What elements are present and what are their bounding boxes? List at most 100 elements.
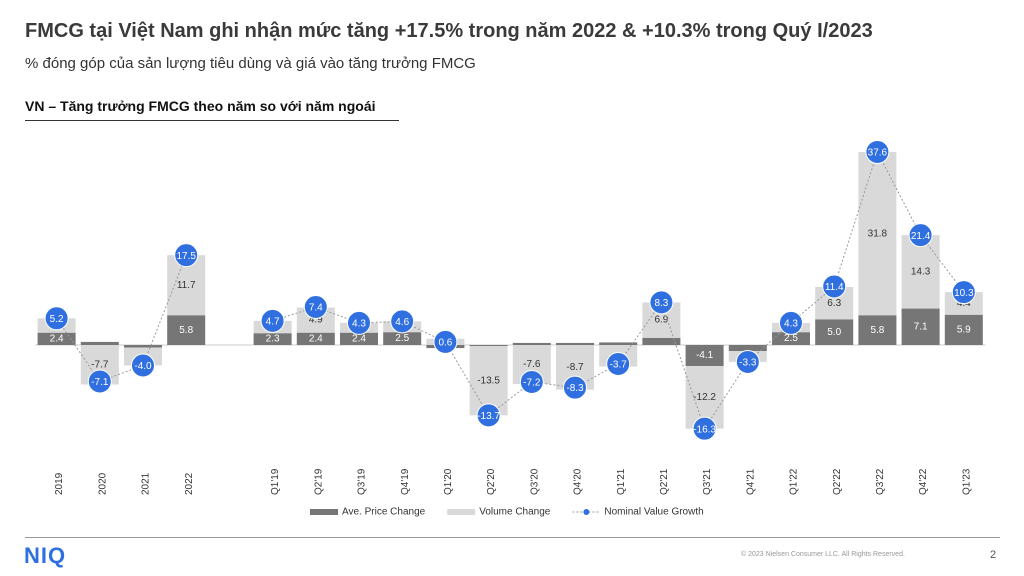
bar: [80, 341, 119, 345]
x-tick-label: Q3'21: [702, 468, 713, 495]
point: [390, 309, 415, 334]
point: [606, 351, 631, 376]
point: [44, 306, 69, 331]
legend-label: Nominal Value Growth: [604, 507, 703, 518]
line: [56, 150, 965, 430]
point-label: -13.7: [477, 411, 500, 422]
slide-subtitle: % đóng góp của sản lượng tiêu dùng và gi…: [25, 55, 476, 72]
point: [87, 369, 112, 394]
x-tick-label: 2022: [184, 472, 195, 495]
point-label: 11.4: [825, 282, 844, 293]
bar: [815, 319, 854, 345]
x-tick-label: Q3'22: [875, 468, 886, 495]
bar: [728, 345, 767, 352]
data-label: 31.8: [868, 228, 888, 239]
data-label: 11.7: [177, 280, 196, 291]
point: [303, 295, 328, 320]
bar: [685, 345, 724, 367]
bar: [37, 332, 76, 345]
bar: [771, 332, 811, 345]
x-tick-label: Q4'22: [918, 468, 929, 495]
point: [174, 243, 199, 268]
point: [951, 280, 976, 305]
point: [865, 140, 890, 164]
point-label: 10.3: [954, 288, 974, 299]
bar: [858, 152, 897, 316]
slide-title: FMCG tại Việt Nam ghi nhận mức tăng +17.…: [25, 20, 873, 42]
data-label: 2.4: [309, 333, 323, 344]
point: [563, 375, 587, 400]
point-label: -3.3: [739, 358, 757, 369]
data-label: -12.2: [693, 392, 716, 403]
point-label: 4.6: [395, 317, 409, 328]
bar: [944, 314, 983, 345]
x-tick-label: Q1'23: [961, 468, 972, 495]
data-label: 5.8: [870, 325, 884, 336]
x-tick-label: Q1'22: [789, 468, 800, 495]
x-tick-label: Q2'21: [659, 468, 670, 495]
chart-title: VN – Tăng trưởng FMCG theo năm so với nă…: [25, 98, 399, 121]
point-label: 4.3: [784, 319, 798, 330]
data-label: -8.7: [566, 362, 584, 373]
point: [908, 223, 933, 248]
data-label: -7.7: [91, 359, 109, 370]
point-label: -7.1: [91, 377, 109, 388]
data-label: 2.5: [784, 333, 798, 344]
bar: [599, 342, 638, 345]
x-tick-label: Q1'20: [443, 468, 454, 495]
data-label: -13.5: [477, 375, 500, 386]
bar: [642, 337, 681, 345]
point-label: 5.2: [50, 314, 64, 325]
data-label: 5.8: [179, 325, 193, 336]
point: [692, 416, 717, 441]
point: [822, 274, 847, 299]
point-label: -7.2: [523, 378, 541, 389]
data-label: 2.4: [352, 333, 366, 344]
bar: [383, 332, 422, 345]
x-tick-label: Q3'20: [529, 468, 540, 495]
x-tick-label: Q2'20: [486, 468, 497, 495]
x-tick-label: 2019: [54, 472, 65, 495]
point: [260, 308, 285, 333]
point-label: 0.6: [438, 338, 452, 349]
point: [131, 353, 155, 378]
legend-label: Ave. Price Change: [342, 507, 426, 518]
data-label: 14.3: [911, 266, 931, 277]
bar: [858, 315, 897, 345]
logo: NIQ: [24, 543, 67, 568]
bar: [253, 333, 292, 345]
point-label: 37.6: [868, 148, 888, 159]
point-label: 8.3: [654, 298, 668, 309]
legend-dot: [583, 509, 590, 515]
point-label: -4.0: [134, 361, 152, 372]
legend-label: Volume Change: [479, 507, 551, 518]
point-label: 4.3: [352, 319, 366, 330]
point-label: 17.5: [176, 251, 196, 262]
bar: [296, 332, 335, 345]
legend-swatch: [310, 509, 338, 515]
point-label: -8.3: [566, 383, 584, 394]
data-label: -7.6: [523, 359, 541, 370]
x-tick-label: Q3'19: [357, 468, 368, 495]
data-label: 2.5: [395, 333, 409, 344]
data-label: 7.1: [914, 321, 928, 332]
x-tick-label: Q4'21: [745, 468, 756, 495]
point: [519, 369, 544, 394]
x-tick-label: Q1'19: [270, 468, 281, 495]
bar: [167, 315, 206, 345]
point-label: 4.7: [266, 317, 280, 328]
bar: [469, 345, 508, 347]
point: [649, 290, 674, 315]
bar: [339, 332, 379, 345]
x-tick-label: Q2'22: [832, 468, 843, 495]
bar: [555, 342, 595, 345]
bar: [512, 342, 551, 345]
point-label: -16.3: [693, 424, 716, 435]
x-tick-label: 2020: [97, 472, 108, 495]
bar: [901, 235, 940, 309]
data-label: 6.9: [654, 315, 668, 326]
copyright: © 2023 Nielsen Consumer LLC. All Rights …: [741, 551, 905, 558]
legend-swatch: [447, 509, 476, 515]
footer-rule: [25, 537, 1000, 538]
